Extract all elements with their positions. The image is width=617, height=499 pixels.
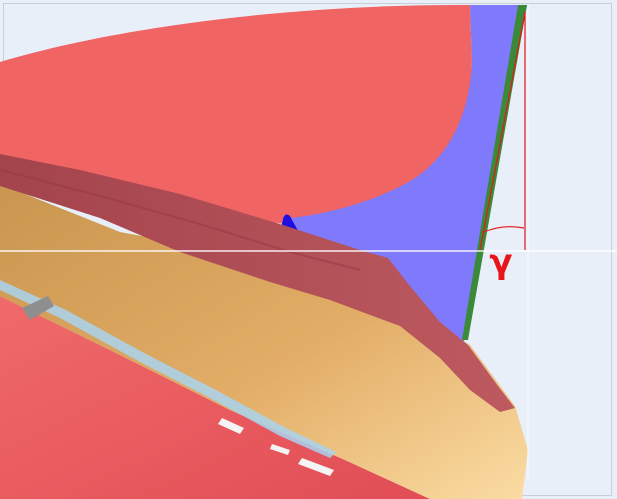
gray-panel bbox=[22, 296, 54, 320]
light-slot bbox=[0, 280, 336, 458]
tan-deck-surface bbox=[0, 184, 528, 499]
lower-red-surface bbox=[0, 296, 430, 499]
angle-arc bbox=[483, 226, 525, 233]
red-canopy-surface bbox=[0, 4, 472, 224]
white-slot-1 bbox=[218, 418, 244, 434]
blue-fin-surface bbox=[284, 5, 527, 342]
dark-red-hull-band bbox=[0, 154, 515, 412]
white-slot-2 bbox=[298, 458, 334, 476]
white-slot-3 bbox=[270, 444, 290, 455]
inclined-reference-line bbox=[479, 11, 526, 251]
hull-crease bbox=[0, 169, 361, 271]
